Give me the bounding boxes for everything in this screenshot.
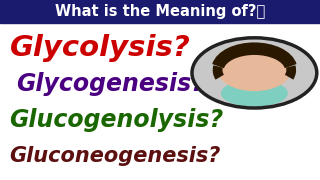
Ellipse shape xyxy=(248,73,261,84)
Text: Gluconeogenesis?: Gluconeogenesis? xyxy=(10,146,221,166)
Ellipse shape xyxy=(222,81,287,106)
Circle shape xyxy=(218,50,291,91)
Text: Glycogenesis?: Glycogenesis? xyxy=(16,72,205,96)
Text: What is the Meaning of?🤔: What is the Meaning of?🤔 xyxy=(55,4,265,19)
Text: Glycolysis?: Glycolysis? xyxy=(10,34,190,62)
Circle shape xyxy=(192,38,317,108)
Text: Glucogenolysis?: Glucogenolysis? xyxy=(10,108,224,132)
FancyBboxPatch shape xyxy=(0,0,320,23)
